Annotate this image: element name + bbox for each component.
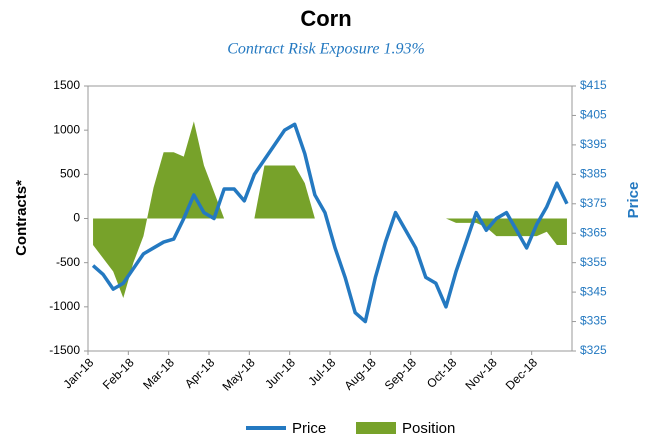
x-tick-label: Aug-18 [341, 355, 378, 392]
y-tick-label: 1000 [53, 122, 80, 136]
y-tick-label: -1000 [49, 299, 80, 313]
y-tick-label: 500 [60, 167, 80, 181]
legend-swatch [356, 422, 396, 434]
chart-subtitle: Contract Risk Exposure 1.93% [227, 41, 425, 58]
x-tick-label: Dec-18 [503, 355, 540, 392]
y-tick-label: -500 [56, 255, 80, 269]
price-line [91, 122, 569, 324]
y2-tick-label: $345 [580, 284, 607, 298]
x-tick-label: Oct-18 [424, 355, 460, 391]
legend-label: Position [402, 420, 455, 437]
y2-tick-label: $395 [580, 137, 607, 151]
x-tick-label: Mar-18 [140, 355, 177, 392]
y2-tick-label: $415 [580, 78, 607, 92]
x-tick-label: Jul-18 [305, 355, 338, 388]
legend-label: Price [292, 420, 326, 437]
y-tick-label: -1500 [49, 343, 80, 357]
x-tick-label: Jan-18 [61, 355, 97, 391]
y2-tick-label: $375 [580, 196, 607, 210]
x-tick-label: Jun-18 [262, 355, 298, 391]
chart-title: Corn [300, 6, 351, 31]
y2-axis-label: Price [625, 182, 642, 219]
x-tick-label: Apr-18 [182, 355, 218, 391]
y2-tick-label: $385 [580, 167, 607, 181]
y2-tick-label: $335 [580, 314, 607, 328]
y2-tick-label: $355 [580, 255, 607, 269]
x-tick-label: May-18 [220, 355, 258, 393]
x-tick-label: Feb-18 [100, 355, 137, 392]
x-tick-label: Sep-18 [382, 355, 419, 392]
y2-tick-label: $405 [580, 108, 607, 122]
y-tick-label: 0 [73, 211, 80, 225]
y2-tick-label: $365 [580, 225, 607, 239]
y-axis-label: Contracts* [13, 180, 30, 256]
x-tick-label: Nov-18 [462, 355, 499, 392]
y2-tick-label: $325 [580, 343, 607, 357]
position-area [93, 121, 567, 298]
y-tick-label: 1500 [53, 78, 80, 92]
